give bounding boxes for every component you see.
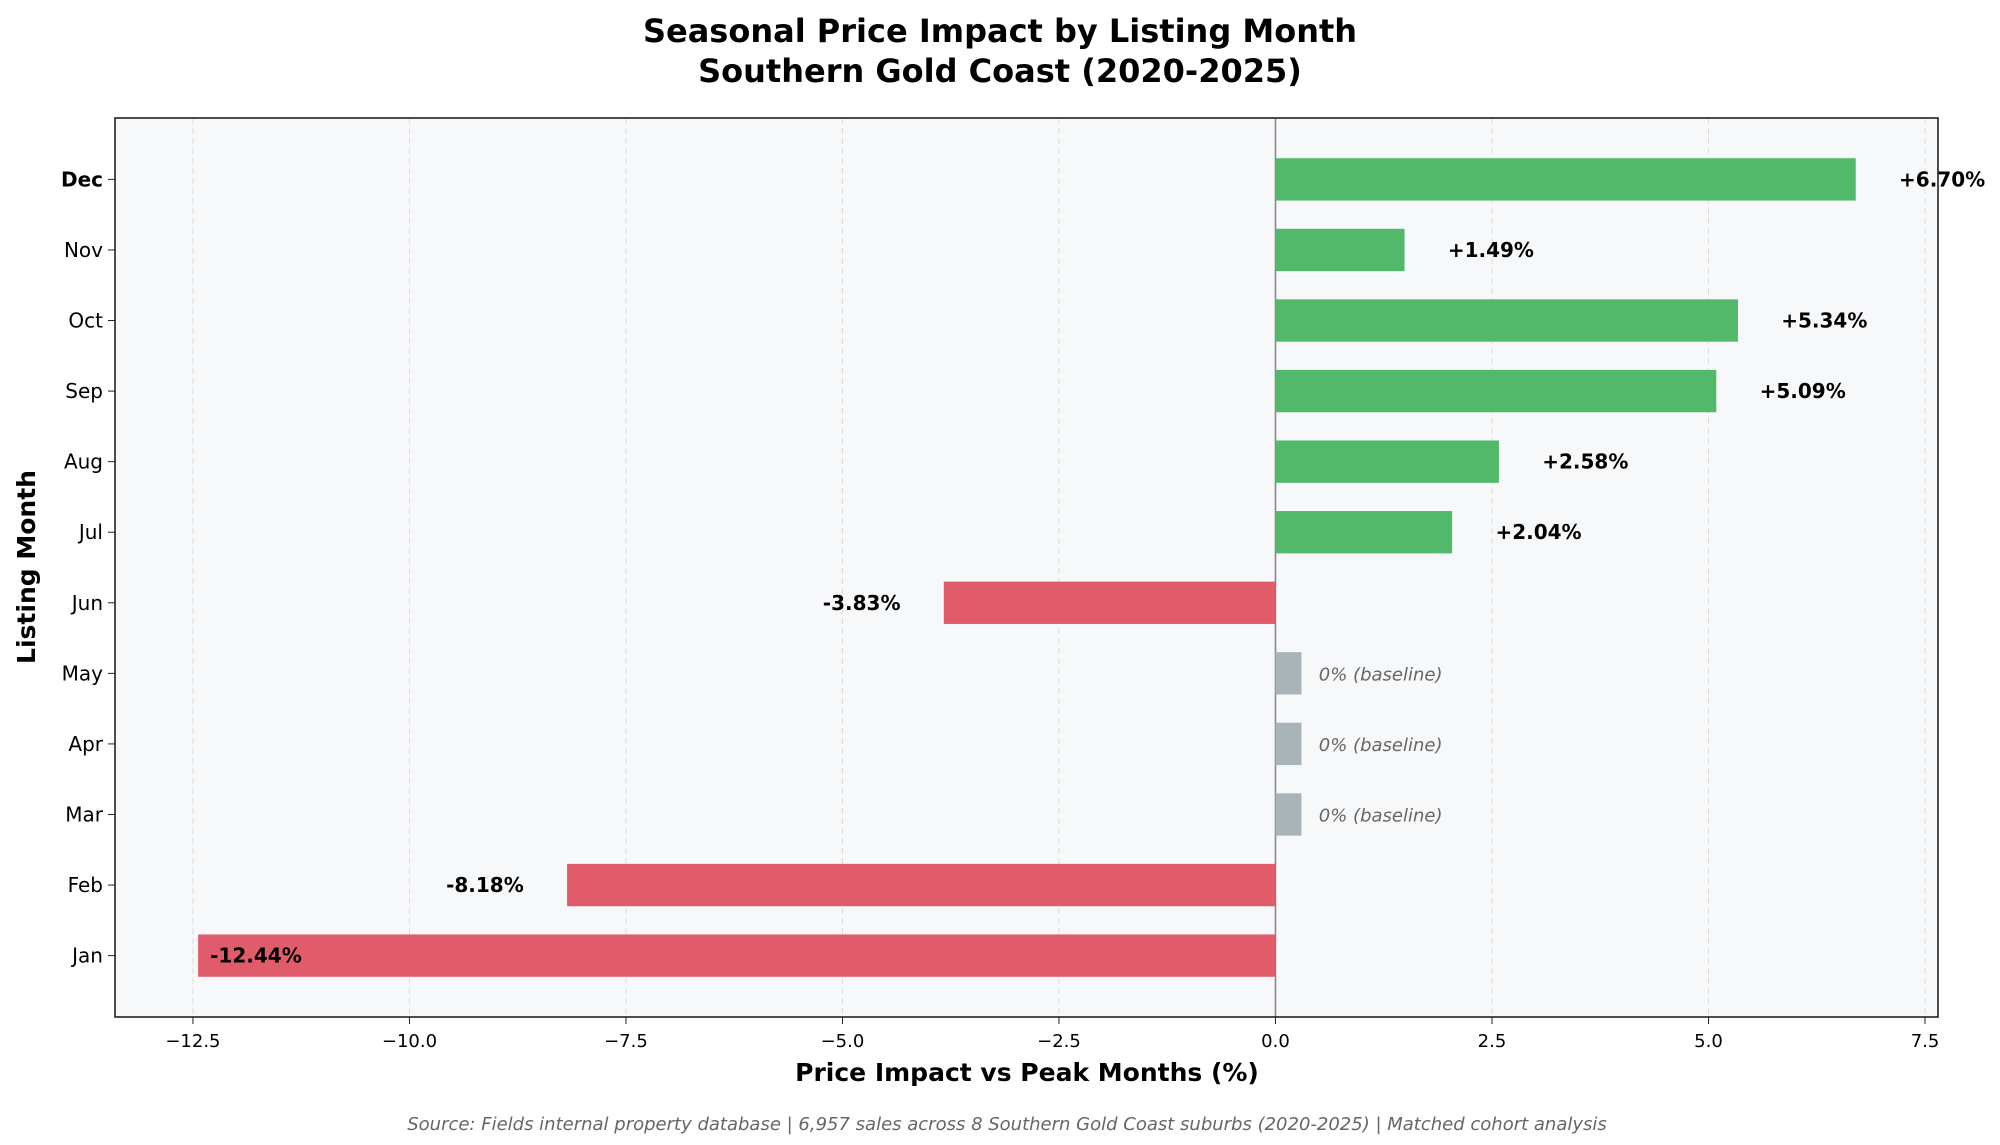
bar-aug (1275, 440, 1499, 483)
x-tick-label: 2.5 (1478, 1031, 1507, 1052)
y-tick-label: Dec (61, 167, 103, 191)
data-label: 0% (baseline) (1319, 805, 1443, 826)
y-tick-label: Sep (65, 379, 103, 403)
bar-feb (567, 863, 1276, 907)
y-tick-label: Jul (77, 520, 103, 544)
bar-nov (1275, 228, 1405, 272)
x-tick-label: −2.5 (1037, 1031, 1081, 1052)
y-tick-label: Mar (65, 802, 104, 826)
data-label: -3.83% (823, 591, 901, 615)
x-tick-label: −7.5 (604, 1031, 648, 1052)
data-label: -12.44% (210, 944, 302, 968)
x-tick-label: 7.5 (1911, 1031, 1940, 1052)
y-tick-label: Oct (68, 309, 103, 333)
data-label: +2.58% (1542, 450, 1628, 474)
chart-title: Seasonal Price Impact by Listing Month (643, 12, 1357, 50)
y-tick-label: Apr (68, 732, 103, 756)
data-label: 0% (baseline) (1319, 735, 1443, 756)
data-label: 0% (baseline) (1319, 664, 1443, 685)
bar-jun (943, 581, 1276, 624)
y-tick-label: May (62, 661, 104, 685)
plot-frame (114, 117, 1939, 1018)
bar-sep (1275, 369, 1717, 413)
y-tick-label: Jun (70, 591, 103, 615)
bar-apr (1275, 722, 1302, 766)
bar-may (1275, 652, 1302, 695)
y-axis-label: Listing Month (12, 470, 41, 664)
x-tick-label: 0.0 (1261, 1031, 1290, 1052)
data-label: +2.04% (1495, 520, 1581, 544)
data-label: +6.70% (1899, 167, 1985, 191)
x-tick-label: −10.0 (382, 1031, 437, 1052)
data-label: +1.49% (1448, 238, 1534, 262)
x-axis-label: Price Impact vs Peak Months (%) (795, 1058, 1259, 1087)
data-label: +5.34% (1781, 309, 1867, 333)
x-tick-label: −12.5 (165, 1031, 220, 1052)
y-tick-label: Nov (64, 238, 103, 262)
chart-subtitle: Southern Gold Coast (2020-2025) (698, 52, 1302, 90)
bar-jul (1275, 511, 1453, 554)
x-tick-label: −5.0 (821, 1031, 865, 1052)
y-tick-label: Jan (70, 944, 103, 968)
footnote: Source: Fields internal property databas… (407, 1114, 1607, 1135)
y-tick-label: Feb (68, 873, 103, 897)
data-label: +5.09% (1760, 379, 1846, 403)
bar-jan (198, 934, 1276, 977)
y-tick-label: Aug (64, 450, 103, 474)
bar-dec (1275, 158, 1856, 201)
x-tick-label: 5.0 (1694, 1031, 1723, 1052)
data-label: -8.18% (446, 873, 524, 897)
bar-mar (1275, 793, 1302, 836)
bar-oct (1275, 299, 1738, 342)
